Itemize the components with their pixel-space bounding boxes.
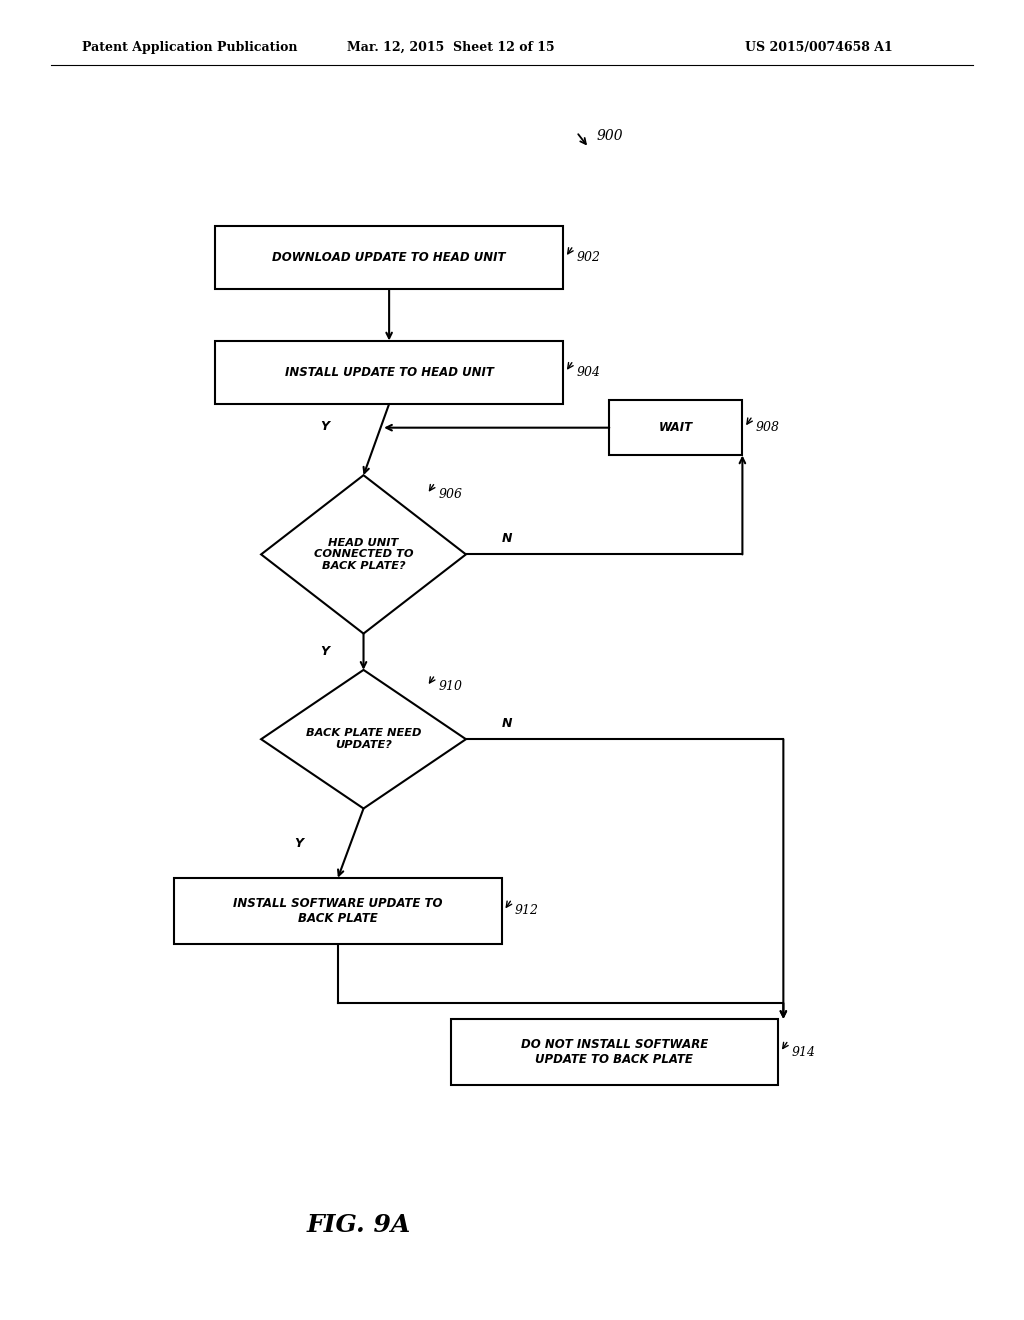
- Text: INSTALL UPDATE TO HEAD UNIT: INSTALL UPDATE TO HEAD UNIT: [285, 366, 494, 379]
- Text: 910: 910: [438, 680, 462, 693]
- FancyBboxPatch shape: [174, 878, 502, 944]
- Polygon shape: [261, 475, 466, 634]
- Text: Mar. 12, 2015  Sheet 12 of 15: Mar. 12, 2015 Sheet 12 of 15: [347, 41, 554, 54]
- Text: Y: Y: [321, 645, 329, 659]
- Text: WAIT: WAIT: [658, 421, 693, 434]
- Text: N: N: [502, 717, 512, 730]
- Text: BACK PLATE NEED
UPDATE?: BACK PLATE NEED UPDATE?: [306, 729, 421, 750]
- Text: 908: 908: [756, 421, 779, 434]
- Text: 904: 904: [577, 366, 600, 379]
- Text: 914: 914: [792, 1045, 815, 1059]
- Text: HEAD UNIT
CONNECTED TO
BACK PLATE?: HEAD UNIT CONNECTED TO BACK PLATE?: [313, 537, 414, 572]
- Text: Patent Application Publication: Patent Application Publication: [82, 41, 297, 54]
- Text: Y: Y: [321, 420, 329, 433]
- Text: 900: 900: [597, 129, 624, 143]
- Text: N: N: [502, 532, 512, 545]
- FancyBboxPatch shape: [609, 400, 742, 455]
- Text: DOWNLOAD UPDATE TO HEAD UNIT: DOWNLOAD UPDATE TO HEAD UNIT: [272, 251, 506, 264]
- Text: DO NOT INSTALL SOFTWARE
UPDATE TO BACK PLATE: DO NOT INSTALL SOFTWARE UPDATE TO BACK P…: [521, 1038, 708, 1067]
- Text: FIG. 9A: FIG. 9A: [306, 1213, 411, 1237]
- Text: 902: 902: [577, 251, 600, 264]
- Text: INSTALL SOFTWARE UPDATE TO
BACK PLATE: INSTALL SOFTWARE UPDATE TO BACK PLATE: [233, 896, 442, 925]
- FancyBboxPatch shape: [215, 341, 563, 404]
- Text: 912: 912: [515, 904, 539, 917]
- FancyBboxPatch shape: [215, 226, 563, 289]
- Text: US 2015/0074658 A1: US 2015/0074658 A1: [745, 41, 893, 54]
- Polygon shape: [261, 671, 466, 808]
- Text: Y: Y: [295, 837, 303, 850]
- Text: 906: 906: [438, 487, 462, 500]
- FancyBboxPatch shape: [451, 1019, 778, 1085]
